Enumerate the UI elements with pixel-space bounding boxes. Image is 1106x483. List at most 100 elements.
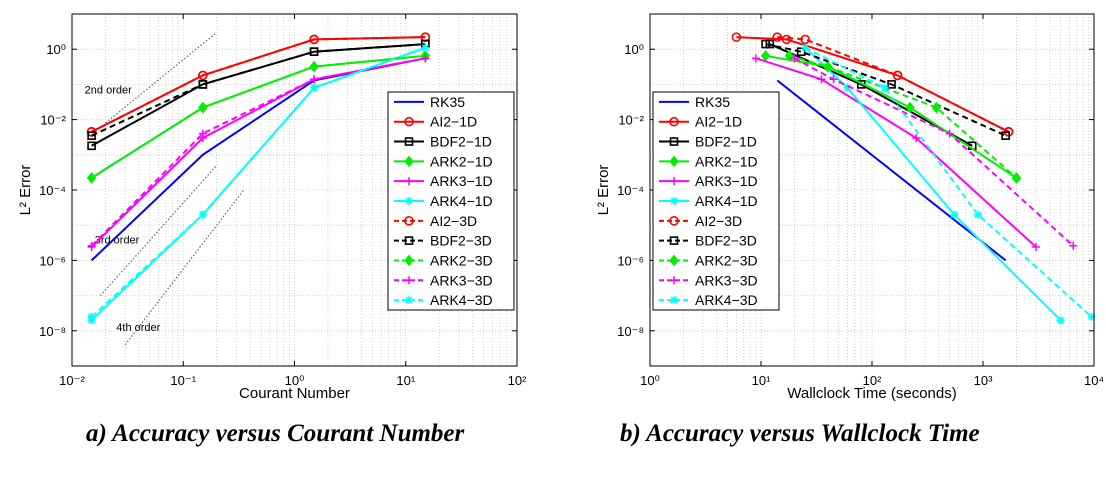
legend-label: AI2−3D (430, 213, 477, 229)
square-marker (87, 131, 96, 140)
diamond-marker (86, 172, 97, 184)
square-marker (761, 39, 770, 49)
series-line (91, 43, 426, 137)
star-marker (87, 312, 96, 321)
x-tick-label: 10⁴ (1084, 373, 1104, 388)
order-guide-line (105, 31, 218, 124)
y-tick-label: 10⁰ (46, 42, 66, 57)
series-a-7 (87, 39, 430, 140)
plus-marker (912, 134, 921, 143)
square-marker (404, 236, 414, 245)
y-tick-label: 10⁻⁸ (39, 324, 66, 339)
x-tick-label: 10⁰ (640, 373, 660, 388)
y-tick-label: 10⁻⁶ (39, 253, 66, 268)
series-line (804, 46, 1093, 318)
plus-marker (405, 177, 413, 186)
circle-marker (198, 70, 208, 81)
plus-marker (198, 129, 207, 138)
chart-b: 10⁰ 10¹ 10² 10³ 10⁴ 10⁻⁸ 10⁻⁶ 10⁻⁴ 10⁻² 10⁰ Wallcl… (595, 13, 1104, 402)
y-tick-label: 10⁻⁶ (617, 253, 644, 268)
series-line (91, 54, 426, 179)
plus-marker (829, 75, 838, 84)
x-tick-label: 10⁰ (285, 373, 305, 388)
series-line (765, 54, 1017, 179)
diamond-marker (931, 101, 941, 114)
series-line (776, 79, 1007, 262)
y-tick-label: 10⁻² (40, 113, 66, 128)
x-tick-label: 10⁻¹ (170, 373, 196, 388)
legend-label: ARK4−3D (695, 292, 758, 308)
legend-label: AI2−1D (430, 114, 477, 130)
star-marker (1087, 312, 1096, 321)
diamond-marker (669, 254, 679, 267)
chart-a: 2nd order 3rd order 4th order 10⁻² 10⁻¹ 10⁰ 10… (17, 13, 527, 402)
square-marker (404, 137, 414, 146)
square-marker (1001, 131, 1010, 140)
plus-marker (751, 54, 760, 63)
legend-label: ARK3−3D (695, 272, 758, 288)
star-marker (950, 210, 959, 219)
circle-marker (892, 70, 903, 81)
star-marker (1056, 316, 1065, 325)
series-line (91, 36, 426, 133)
series-b-9 (790, 54, 1078, 250)
plus-marker (945, 129, 954, 138)
legend-label: ARK2−1D (695, 153, 758, 169)
legend-label: BDF2−3D (695, 233, 757, 249)
y-axis-label: L² Error (17, 165, 34, 216)
diamond-marker (823, 60, 833, 73)
caption-b: b) Accuracy versus Wallclock Time (620, 420, 980, 447)
legend-label: RK35 (695, 94, 730, 110)
square-marker (87, 141, 96, 151)
legend-label: ARK4−1D (430, 193, 493, 209)
plus-marker (87, 241, 96, 250)
legend-label: AI2−1D (695, 114, 742, 130)
square-marker (887, 80, 896, 89)
diamond-marker (905, 101, 915, 114)
circle-marker (404, 116, 414, 127)
plus-marker (421, 54, 430, 63)
series-b-10 (801, 43, 1096, 321)
order-annotation: 2nd order (85, 85, 132, 97)
plus-marker (817, 75, 826, 84)
series-line (90, 46, 426, 318)
diamond-marker (669, 155, 679, 168)
legend-label: BDF2−3D (430, 233, 492, 249)
y-tick-label: 10⁻⁸ (617, 324, 644, 339)
star-marker (198, 210, 207, 219)
square-marker (309, 47, 319, 56)
legend-label: ARK2−1D (430, 153, 493, 169)
series-b-8 (784, 49, 1022, 184)
legend-label: ARK2−3D (430, 252, 493, 268)
plus-marker (670, 177, 678, 186)
legend-label: RK35 (430, 94, 465, 110)
y-tick-label: 10⁻⁴ (617, 183, 644, 198)
y-tick-label: 10⁻⁴ (39, 183, 66, 198)
star-marker (405, 197, 413, 205)
legend: RK35 AI2−1D BDF2−1D ARK2−1D ARK3−1D ARK4−1D AI… (387, 91, 515, 311)
star-marker (880, 83, 889, 92)
plus-marker (405, 276, 413, 285)
series-b-4 (751, 54, 1040, 252)
legend: RK35 AI2−1D BDF2−1D ARK2−1D ARK3−1D ARK4−1D AI… (652, 91, 780, 311)
circle-marker (669, 216, 679, 226)
series-a-10 (87, 43, 430, 321)
circle-marker (781, 34, 792, 45)
legend-label: ARK4−1D (695, 193, 758, 209)
circle-marker (669, 116, 679, 127)
square-marker (198, 80, 208, 89)
legend-label: BDF2−1D (430, 134, 492, 150)
star-marker (843, 83, 852, 92)
y-axis-label: L² Error (595, 165, 612, 216)
legend-label: BDF2−1D (695, 134, 757, 150)
square-marker (669, 137, 679, 146)
series-b-0 (776, 79, 1007, 262)
star-marker (405, 296, 413, 305)
x-tick-label: 10³ (974, 373, 993, 388)
series-a-9 (87, 54, 430, 250)
y-tick-label: 10⁰ (624, 42, 644, 57)
plus-marker (670, 276, 678, 285)
legend-label: ARK3−1D (430, 173, 493, 189)
legend-label: ARK3−3D (430, 272, 493, 288)
diamond-marker (198, 101, 208, 114)
